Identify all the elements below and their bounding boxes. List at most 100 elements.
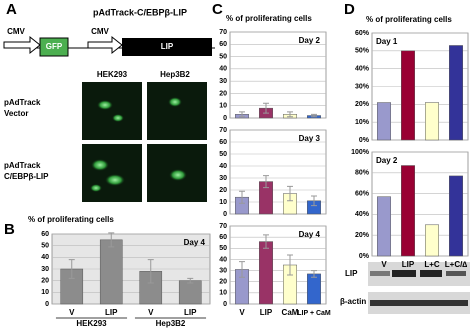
promoter-label: CMV xyxy=(91,27,109,36)
y-tick-label: 50% xyxy=(355,48,370,55)
y-tick-label: 40% xyxy=(355,211,370,218)
x-tick-label: LIP xyxy=(402,260,415,269)
error-bar xyxy=(263,234,269,249)
y-tick-label: 10 xyxy=(219,290,227,297)
micrograph xyxy=(147,144,207,202)
error-bar xyxy=(147,259,154,284)
blot-band xyxy=(370,270,466,277)
annotation: Day 2 xyxy=(376,156,398,165)
bar xyxy=(425,102,439,141)
panel-label: A xyxy=(6,1,17,18)
error-bar xyxy=(287,185,293,202)
panel-label: B xyxy=(4,221,15,238)
y-tick-label: 20 xyxy=(41,278,49,285)
y-tick-label: 60% xyxy=(355,30,370,37)
y-tick-label: 50 xyxy=(219,53,227,60)
annotation: Day 4 xyxy=(184,238,206,247)
error-bar xyxy=(187,277,194,284)
y-tick-label: 0 xyxy=(223,301,227,308)
micrograph xyxy=(82,82,142,140)
error-bar xyxy=(287,111,293,118)
annotation: Day 4 xyxy=(299,230,321,239)
x-tick-label: LIP xyxy=(260,308,273,317)
y-tick-label: 20% xyxy=(355,101,370,108)
bar xyxy=(425,224,439,257)
micrograph xyxy=(147,82,207,140)
row-label: pAdTrack xyxy=(4,161,41,170)
bar xyxy=(449,45,463,141)
y-tick-label: 70 xyxy=(219,29,227,36)
y-tick-label: 0 xyxy=(223,211,227,218)
x-tick-label: V xyxy=(381,260,387,269)
x-tick-label: LIP xyxy=(184,308,197,317)
error-bar xyxy=(311,113,317,118)
bar xyxy=(377,196,391,257)
bar xyxy=(401,165,415,257)
blot-label: β-actin xyxy=(340,297,366,306)
error-bar xyxy=(263,102,269,114)
x-tick-label: LIP + CaM xyxy=(297,310,331,317)
y-tick-label: 40% xyxy=(355,66,370,73)
y-tick-label: 40 xyxy=(219,163,227,170)
gene-label: LIP xyxy=(161,42,174,51)
y-tick-label: 10 xyxy=(219,199,227,206)
y-tick-label: 60 xyxy=(219,41,227,48)
y-tick-label: 60 xyxy=(41,231,49,238)
x-tick-label: L+C xyxy=(424,260,440,269)
group-label: Hep3B2 xyxy=(156,319,186,328)
y-tick-label: 0 xyxy=(223,115,227,122)
x-tick-label: L+C/∆ xyxy=(445,260,468,269)
error-bar xyxy=(263,175,269,189)
bar xyxy=(377,102,391,141)
annotation: Day 2 xyxy=(299,36,321,45)
x-tick-label: V xyxy=(239,308,245,317)
bar xyxy=(307,273,321,305)
bar xyxy=(449,175,463,257)
row-label: pAdTrack xyxy=(4,98,41,107)
y-tick-label: 50 xyxy=(219,151,227,158)
panel-label: C xyxy=(212,1,223,18)
gene-box xyxy=(122,38,212,56)
y-tick-label: 70 xyxy=(219,127,227,134)
y-tick-label: 30 xyxy=(41,266,49,273)
error-bar xyxy=(287,254,293,276)
construct-title: pAdTrack-C/EBPβ-LIP xyxy=(93,7,187,17)
y-tick-label: 70 xyxy=(219,223,227,230)
y-tick-label: 40 xyxy=(41,254,49,261)
micrograph xyxy=(82,144,142,202)
error-bar xyxy=(108,232,115,248)
y-tick-label: 20 xyxy=(219,279,227,286)
bar xyxy=(178,280,202,305)
y-tick-label: 50 xyxy=(41,243,49,250)
y-tick-label: 20% xyxy=(355,232,370,239)
y-tick-label: 0% xyxy=(359,253,370,260)
chart-title: % of proliferating cells xyxy=(366,15,452,24)
error-bar xyxy=(239,261,245,278)
y-tick-label: 40 xyxy=(219,256,227,263)
chart-title: % of proliferating cells xyxy=(28,215,114,224)
y-tick-label: 10 xyxy=(219,103,227,110)
y-tick-label: 60 xyxy=(219,234,227,241)
y-tick-label: 40 xyxy=(219,66,227,73)
panel-label: D xyxy=(344,1,355,18)
annotation: Day 3 xyxy=(299,134,321,143)
y-tick-label: 20 xyxy=(219,187,227,194)
group-label: HEK293 xyxy=(76,319,107,328)
blot-label: LIP xyxy=(345,269,358,278)
bar xyxy=(259,241,273,305)
y-tick-label: 30 xyxy=(219,78,227,85)
y-tick-label: 20 xyxy=(219,90,227,97)
y-tick-label: 80% xyxy=(355,170,370,177)
y-tick-label: 50 xyxy=(219,245,227,252)
column-label: HEK293 xyxy=(97,70,128,79)
error-bar xyxy=(311,270,317,278)
bar xyxy=(99,239,123,305)
row-label: C/EBPβ-LIP xyxy=(4,172,49,181)
y-tick-label: 60 xyxy=(219,139,227,146)
bar xyxy=(401,50,415,141)
promoter-label: CMV xyxy=(7,27,25,36)
x-tick-label: CaM xyxy=(282,308,299,317)
row-label: Vector xyxy=(4,109,28,118)
y-tick-label: 10% xyxy=(355,119,370,126)
